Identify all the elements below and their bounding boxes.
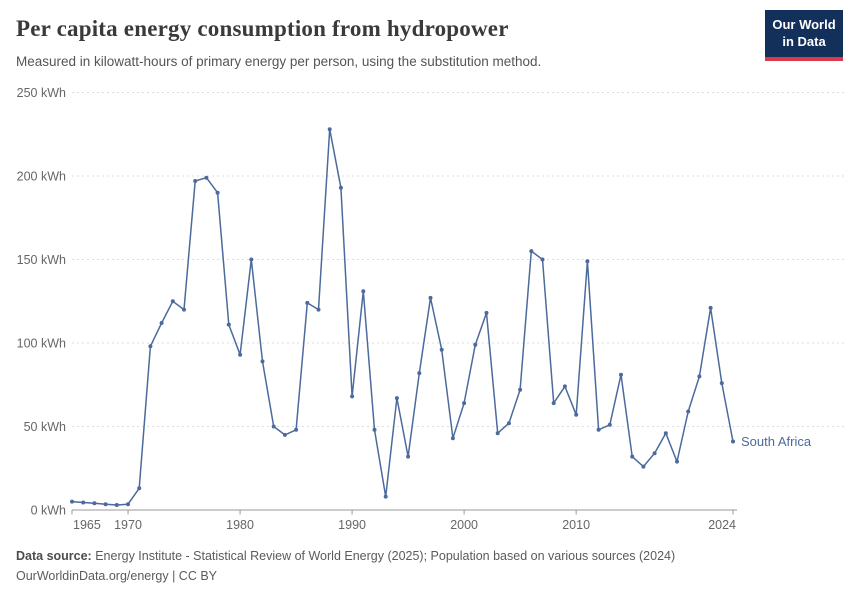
- x-tick-label: 1970: [114, 518, 142, 532]
- data-point[interactable]: [697, 374, 702, 379]
- data-point[interactable]: [394, 396, 399, 401]
- data-point[interactable]: [641, 464, 646, 469]
- data-point[interactable]: [204, 175, 209, 180]
- license-line[interactable]: OurWorldinData.org/energy | CC BY: [16, 569, 218, 584]
- data-point[interactable]: [630, 454, 635, 459]
- data-point[interactable]: [137, 486, 142, 491]
- data-point[interactable]: [574, 412, 579, 417]
- data-point[interactable]: [282, 432, 287, 437]
- y-tick-label: 50 kWh: [24, 420, 66, 434]
- data-point[interactable]: [473, 342, 478, 347]
- data-point[interactable]: [731, 439, 735, 444]
- y-tick-label: 200 kWh: [17, 170, 66, 184]
- data-point[interactable]: [596, 427, 601, 432]
- data-point[interactable]: [518, 387, 523, 392]
- data-point[interactable]: [193, 179, 198, 183]
- data-point[interactable]: [383, 494, 388, 499]
- data-point[interactable]: [271, 424, 276, 429]
- x-tick-label: 1980: [226, 518, 254, 532]
- y-tick-label: 0 kWh: [31, 504, 66, 518]
- chart-footer: Data source: Energy Institute - Statisti…: [16, 546, 836, 587]
- data-point[interactable]: [708, 305, 713, 310]
- x-tick-label: 2024: [708, 518, 736, 532]
- data-point[interactable]: [562, 384, 567, 389]
- data-point[interactable]: [495, 431, 500, 436]
- series-line: [71, 128, 734, 506]
- data-point[interactable]: [148, 344, 153, 349]
- data-point[interactable]: [686, 409, 691, 414]
- data-point[interactable]: [450, 436, 455, 441]
- data-point[interactable]: [439, 347, 444, 352]
- data-point[interactable]: [170, 299, 175, 304]
- data-point[interactable]: [249, 257, 254, 262]
- data-point[interactable]: [238, 352, 243, 357]
- data-point[interactable]: [103, 502, 108, 507]
- data-point[interactable]: [70, 499, 74, 504]
- data-point[interactable]: [159, 321, 164, 325]
- chart-title: Per capita energy consumption from hydro…: [16, 16, 509, 41]
- x-tick-label: 2010: [562, 518, 590, 532]
- data-point[interactable]: [506, 421, 511, 426]
- x-tick-label: 1965: [73, 518, 101, 532]
- data-point[interactable]: [428, 295, 433, 300]
- data-source-label: Data source:: [16, 549, 92, 563]
- data-source-line: Data source: Energy Institute - Statisti…: [16, 546, 836, 566]
- data-point[interactable]: [305, 300, 310, 305]
- data-point[interactable]: [226, 322, 231, 327]
- x-tick-label: 1990: [338, 518, 366, 532]
- data-point[interactable]: [585, 259, 590, 264]
- data-point[interactable]: [663, 431, 668, 436]
- x-tick-label: 2000: [450, 518, 478, 532]
- owid-logo[interactable]: Our World in Data: [765, 10, 843, 61]
- data-point[interactable]: [551, 401, 556, 406]
- data-point[interactable]: [182, 307, 186, 312]
- data-point[interactable]: [406, 454, 411, 459]
- data-point[interactable]: [529, 249, 534, 254]
- data-source-text: Energy Institute - Statistical Review of…: [91, 549, 676, 563]
- data-point[interactable]: [327, 127, 332, 132]
- data-point[interactable]: [462, 401, 467, 406]
- data-point[interactable]: [619, 372, 623, 377]
- data-point[interactable]: [540, 257, 545, 262]
- data-point[interactable]: [607, 422, 612, 427]
- data-point[interactable]: [316, 307, 321, 312]
- data-point[interactable]: [484, 310, 489, 315]
- owid-logo-line2: in Data: [782, 33, 826, 49]
- data-point[interactable]: [350, 394, 355, 399]
- chart-canvas: 0 kWh 50 kWh 100 kWh 150 kWh 200 kWh 250 kWh 1…: [17, 86, 845, 532]
- y-tick-label: 250 kWh: [17, 86, 66, 100]
- owid-logo-line1: Our World: [772, 17, 836, 32]
- y-tick-label: 100 kWh: [17, 337, 66, 351]
- data-point[interactable]: [81, 500, 86, 505]
- data-point[interactable]: [719, 381, 724, 386]
- data-point[interactable]: [294, 427, 299, 432]
- series-label[interactable]: South Africa: [741, 434, 812, 449]
- data-point[interactable]: [215, 190, 220, 195]
- data-point[interactable]: [338, 185, 343, 190]
- y-tick-label: 150 kWh: [17, 253, 66, 267]
- data-point[interactable]: [126, 502, 130, 507]
- data-point[interactable]: [372, 427, 377, 432]
- data-point[interactable]: [361, 289, 366, 294]
- data-point[interactable]: [114, 503, 119, 507]
- data-point[interactable]: [92, 501, 97, 506]
- chart-subtitle: Measured in kilowatt-hours of primary en…: [16, 54, 542, 69]
- data-point[interactable]: [652, 451, 657, 456]
- data-point[interactable]: [675, 459, 679, 464]
- data-point[interactable]: [260, 359, 265, 364]
- data-point[interactable]: [417, 371, 422, 376]
